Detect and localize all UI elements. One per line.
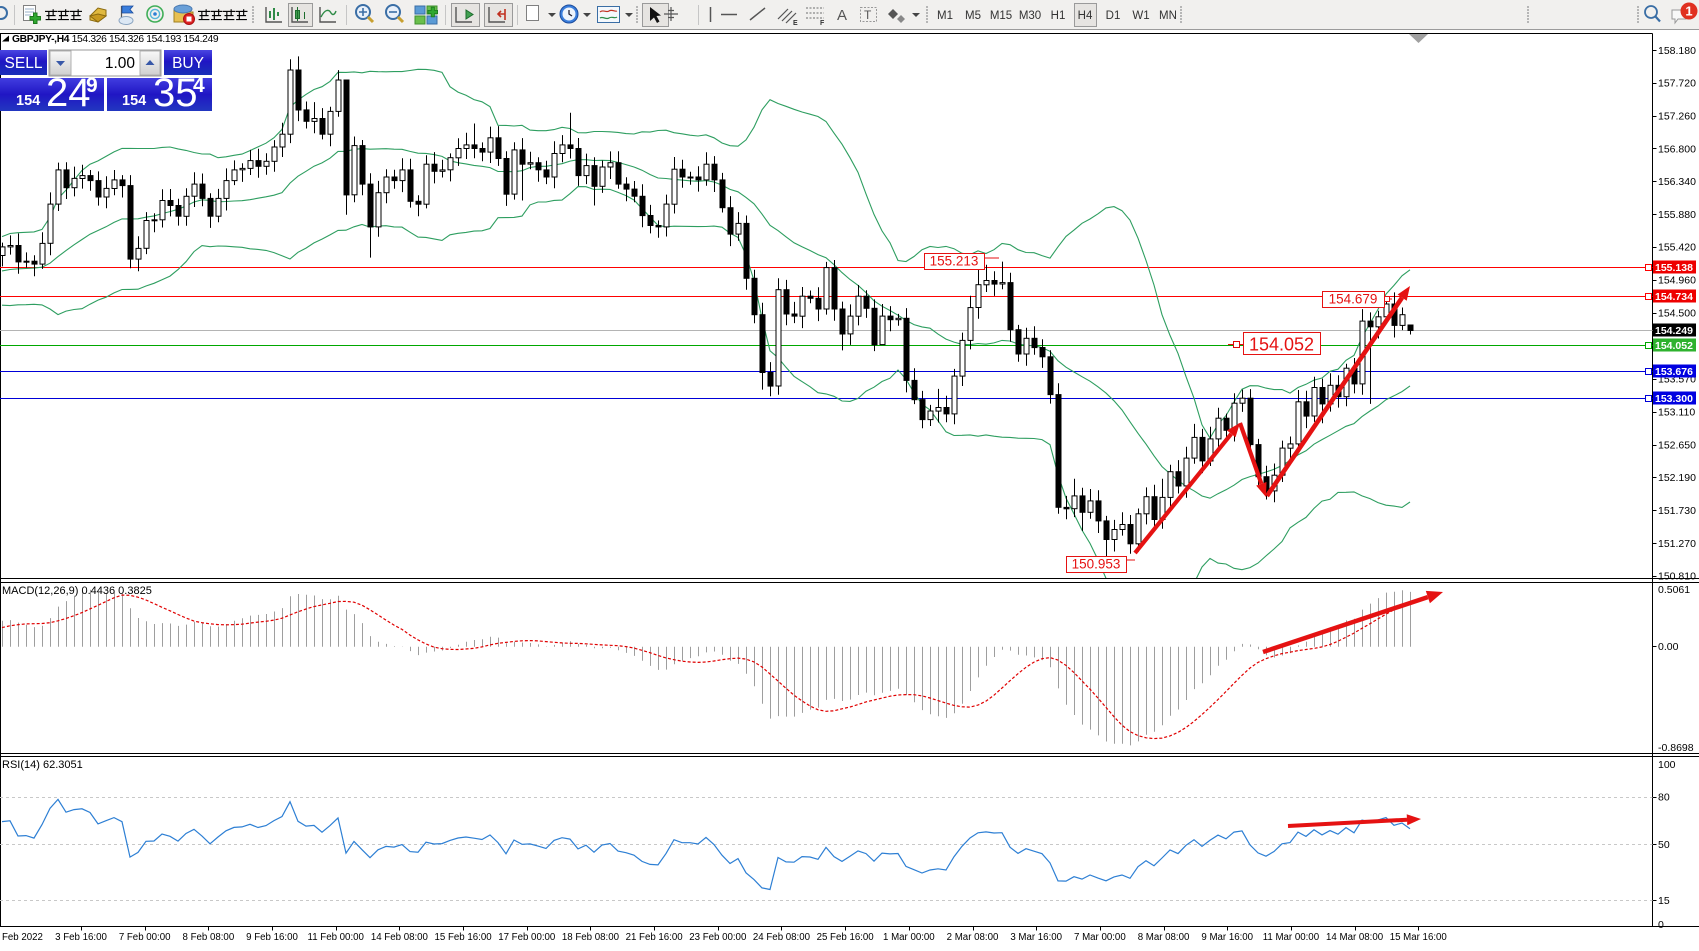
svg-text:35: 35 (153, 71, 198, 115)
svg-text:157.720: 157.720 (1658, 78, 1696, 90)
svg-text:154.734: 154.734 (1655, 291, 1693, 303)
svg-text:0.5061: 0.5061 (1658, 584, 1690, 596)
svg-text:A: A (837, 7, 847, 24)
svg-text:7 Mar 00:00: 7 Mar 00:00 (1074, 932, 1126, 943)
svg-text:23 Feb 00:00: 23 Feb 00:00 (689, 932, 747, 943)
svg-text:21 Feb 16:00: 21 Feb 16:00 (626, 932, 684, 943)
svg-text:4: 4 (193, 74, 205, 97)
svg-text:24: 24 (46, 71, 91, 115)
svg-text:152.190: 152.190 (1658, 472, 1696, 484)
svg-text:155.420: 155.420 (1658, 242, 1696, 254)
svg-text:154.960: 154.960 (1658, 275, 1696, 287)
svg-text:154: 154 (122, 93, 146, 109)
svg-text:50: 50 (1658, 839, 1670, 851)
svg-text:154.052: 154.052 (1655, 340, 1693, 352)
svg-text:156.800: 156.800 (1658, 143, 1696, 155)
svg-text:14 Feb 08:00: 14 Feb 08:00 (371, 932, 429, 943)
svg-text:151.270: 151.270 (1658, 538, 1696, 550)
svg-text:T: T (864, 8, 872, 22)
svg-text:80: 80 (1658, 791, 1670, 803)
svg-text:Feb 2022: Feb 2022 (2, 932, 43, 943)
svg-text:BUY: BUY (172, 55, 204, 72)
svg-text:154: 154 (16, 93, 40, 109)
svg-text:25 Feb 16:00: 25 Feb 16:00 (817, 932, 875, 943)
svg-text:0.00: 0.00 (1658, 641, 1679, 653)
svg-text:100: 100 (1658, 759, 1676, 771)
svg-text:11 Mar 00:00: 11 Mar 00:00 (1263, 932, 1320, 943)
svg-text:154.052: 154.052 (1249, 335, 1314, 355)
svg-text:M5: M5 (965, 10, 981, 22)
svg-text:153.110: 153.110 (1658, 407, 1695, 419)
svg-text:14 Mar 08:00: 14 Mar 08:00 (1326, 932, 1384, 943)
svg-text:7 Feb 00:00: 7 Feb 00:00 (119, 932, 171, 943)
svg-text:154.679: 154.679 (1329, 292, 1378, 307)
svg-text:H1: H1 (1051, 10, 1066, 22)
svg-text:15 Mar 16:00: 15 Mar 16:00 (1390, 932, 1448, 943)
svg-text:150.810: 150.810 (1658, 571, 1696, 583)
svg-text:157.260: 157.260 (1658, 110, 1696, 122)
svg-text:17 Feb 00:00: 17 Feb 00:00 (498, 932, 556, 943)
svg-text:1 Mar 00:00: 1 Mar 00:00 (883, 932, 935, 943)
svg-text:150.953: 150.953 (1072, 557, 1121, 572)
svg-text:15 Feb 16:00: 15 Feb 16:00 (435, 932, 493, 943)
svg-text:155.880: 155.880 (1658, 209, 1696, 221)
svg-text:9 Mar 16:00: 9 Mar 16:00 (1201, 932, 1253, 943)
svg-text:8 Mar 08:00: 8 Mar 08:00 (1138, 932, 1190, 943)
svg-text:152.650: 152.650 (1658, 439, 1696, 451)
svg-text:W1: W1 (1132, 10, 1149, 22)
svg-text:MACD(12,26,9) 0.4436 0.3825: MACD(12,26,9) 0.4436 0.3825 (2, 585, 152, 597)
svg-text:8 Feb 08:00: 8 Feb 08:00 (183, 932, 235, 943)
svg-text:M30: M30 (1019, 10, 1041, 22)
svg-text:GBPJPY-,H4 154.326 154.326 15: GBPJPY-,H4 154.326 154.326 154.193 154.2… (12, 34, 219, 45)
svg-text:1: 1 (1685, 4, 1692, 19)
svg-text:18 Feb 08:00: 18 Feb 08:00 (562, 932, 620, 943)
svg-text:153.676: 153.676 (1655, 366, 1693, 378)
svg-text:11 Feb 00:00: 11 Feb 00:00 (308, 932, 365, 943)
svg-text:3 Feb 16:00: 3 Feb 16:00 (55, 932, 107, 943)
svg-text:0: 0 (1658, 919, 1664, 931)
svg-text:F: F (820, 20, 825, 27)
svg-text:15: 15 (1658, 895, 1670, 907)
svg-text:155.138: 155.138 (1655, 262, 1693, 274)
svg-text:9 Feb 16:00: 9 Feb 16:00 (246, 932, 298, 943)
svg-text:154.500: 154.500 (1658, 307, 1696, 319)
svg-text:158.180: 158.180 (1658, 45, 1696, 57)
svg-text:1.00: 1.00 (105, 55, 136, 72)
svg-text:SELL: SELL (5, 55, 43, 72)
svg-text:24 Feb 08:00: 24 Feb 08:00 (753, 932, 811, 943)
svg-text:MN: MN (1159, 10, 1177, 22)
svg-text:151.730: 151.730 (1658, 505, 1696, 517)
svg-text:M15: M15 (990, 10, 1012, 22)
svg-text:D1: D1 (1106, 10, 1121, 22)
svg-text:3 Mar 16:00: 3 Mar 16:00 (1010, 932, 1062, 943)
svg-text:2 Mar 08:00: 2 Mar 08:00 (947, 932, 999, 943)
svg-text:H4: H4 (1078, 10, 1093, 22)
svg-text:RSI(14) 62.3051: RSI(14) 62.3051 (2, 759, 83, 771)
svg-text:-0.8698: -0.8698 (1658, 742, 1694, 754)
svg-text:153.300: 153.300 (1655, 393, 1693, 405)
svg-text:156.340: 156.340 (1658, 176, 1696, 188)
svg-text:154.249: 154.249 (1655, 325, 1693, 337)
svg-text:155.213: 155.213 (930, 254, 979, 269)
svg-text:9: 9 (86, 74, 98, 97)
svg-text:E: E (793, 20, 798, 27)
svg-text:M1: M1 (937, 10, 953, 22)
